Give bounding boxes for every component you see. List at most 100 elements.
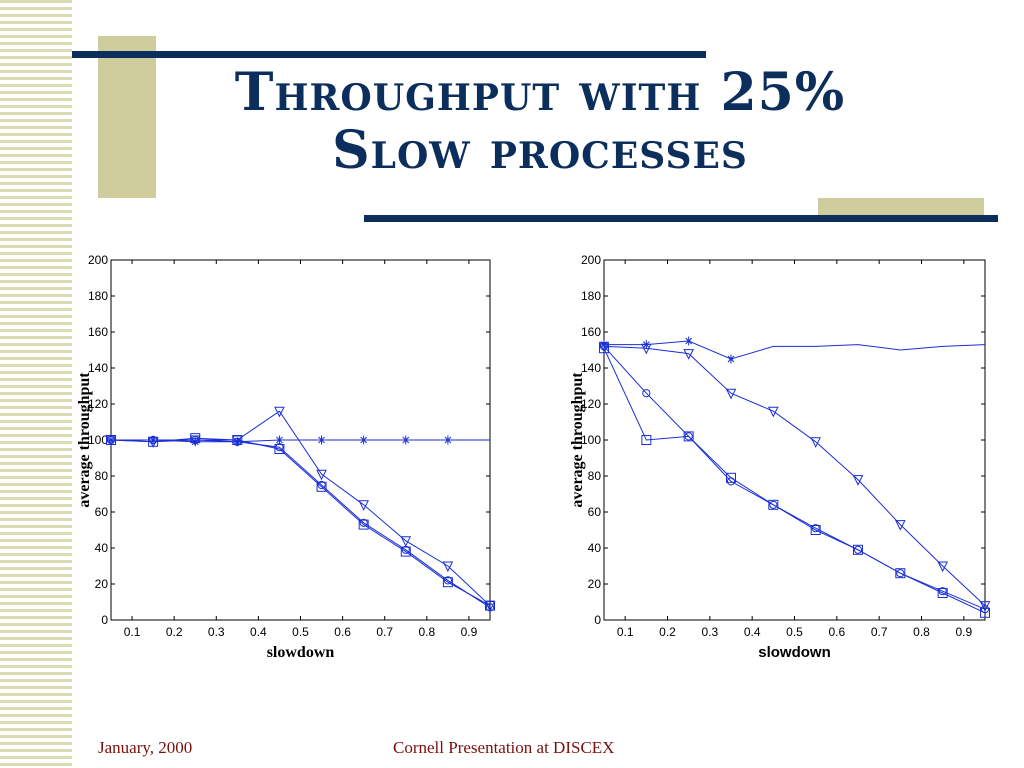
chart0-triangle-point-7 (400, 536, 412, 547)
chart0-series-triangle-line (110, 410, 491, 606)
chart0-star-point-6 (360, 435, 368, 445)
chart1-ytick-label-6: 120 (581, 397, 601, 411)
accent-block-bottom (818, 198, 984, 216)
chart1-ytick-label-4: 80 (588, 469, 602, 483)
chart0-square-point-5 (316, 481, 327, 492)
chart1-circle-point-0 (599, 342, 609, 351)
slide-title-line1: Throughput with 25% (234, 62, 846, 123)
chart1-triangle-point-3 (725, 388, 737, 400)
chart1-xtick-label-2: 0.3 (701, 625, 718, 639)
chart0-square-point-0 (106, 435, 116, 445)
chart1-ytick-label-3: 60 (588, 505, 602, 519)
accent-block-top (98, 36, 156, 198)
chart0-square-point-7 (400, 546, 411, 557)
chart0-circle-point-5 (317, 480, 326, 490)
chart1-xtick-label-5: 0.6 (828, 625, 845, 639)
chart0-triangle-point-5 (316, 469, 327, 481)
chart1-triangle-point-8 (937, 561, 948, 573)
chart1-square-point-8 (937, 588, 948, 598)
chart1-xlabel: slowdown (758, 644, 831, 661)
chart0-star-point-7 (402, 435, 410, 445)
chart0-ytick-label-4: 80 (95, 469, 109, 483)
chart0-series-square (106, 433, 495, 611)
chart0-xtick-label-4: 0.5 (292, 625, 309, 639)
chart0-ytick-label-1: 20 (95, 577, 109, 591)
chart0-xtick-label-3: 0.4 (250, 625, 267, 639)
chart0-circle-point-8 (443, 576, 452, 585)
chart1-series-star-line (604, 340, 986, 360)
chart0-square-point-3 (232, 435, 243, 445)
chart0-ytick-label-10: 200 (88, 253, 108, 267)
chart1-series-triangle-line (603, 345, 986, 606)
chart1-square-point-6 (853, 544, 863, 555)
chart0-ytick-label-2: 40 (95, 541, 109, 555)
chart1-ytick-label-1: 20 (588, 577, 602, 591)
chart1-xtick-label-1: 0.2 (659, 625, 676, 639)
chart0-star-point-8 (444, 435, 452, 445)
chart1-circle-point-1 (642, 389, 651, 398)
chart1-square-point-4 (768, 499, 779, 510)
chart1-ytick-label-5: 100 (581, 433, 601, 447)
chart0-ytick-label-7: 140 (88, 361, 108, 375)
chart0-xlabel: slowdown (267, 644, 335, 661)
chart0-circle-point-3 (233, 437, 242, 446)
chart1-triangle-point-6 (852, 475, 864, 486)
chart0-circle-point-2 (191, 435, 200, 445)
chart0-square-point-9 (485, 600, 495, 611)
chart0-xtick-label-6: 0.7 (376, 625, 393, 639)
chart1-xtick-label-0: 0.1 (617, 625, 634, 639)
chart1-xtick-label-8: 0.9 (955, 625, 972, 639)
chart1-circle-point-7 (896, 569, 905, 578)
chart0-square-point-2 (190, 433, 201, 444)
chart0-square-point-4 (274, 444, 285, 454)
chart0-series-square-line (110, 437, 491, 607)
footer-title: Cornell Presentation at DISCEX (393, 738, 615, 757)
chart1-ytick-label-7: 140 (581, 361, 601, 375)
chart1-ytick-label-8: 160 (581, 325, 601, 339)
chart1-plot-frame (603, 259, 986, 621)
chart0-xtick-label-0: 0.1 (124, 625, 141, 639)
chart1-xtick-label-4: 0.5 (786, 625, 803, 639)
chart0-star-point-5 (318, 435, 325, 445)
chart0-xtick-label-8: 0.9 (461, 625, 478, 639)
chart0-ytick-label-8: 160 (88, 325, 108, 339)
chart1-triangle-point-5 (810, 437, 821, 448)
chart0-triangle-point-4 (274, 406, 285, 418)
chart1-series-square (599, 343, 990, 618)
chart0-star-point-4 (276, 435, 283, 445)
chart1-ytick-label-0: 0 (594, 613, 601, 627)
chart0-square-point-1 (148, 436, 159, 447)
chart1-square-point-3 (726, 472, 736, 483)
chart0-circle-point-6 (359, 518, 368, 527)
chart1-square-point-2 (683, 431, 694, 442)
chart0-square-point-8 (442, 577, 453, 588)
slide-title-line2: Slow processes (332, 120, 748, 181)
chart1-circle-point-6 (853, 545, 863, 554)
chart1-ytick-label-2: 40 (588, 541, 602, 555)
chart0-xtick-label-1: 0.2 (166, 625, 183, 639)
accent-bar-top (72, 51, 706, 58)
chart1-xtick-label-7: 0.8 (913, 625, 930, 639)
chart1-ytick-label-10: 200 (581, 253, 601, 267)
chart1-triangle-point-2 (683, 349, 694, 360)
chart1-circle-point-4 (769, 500, 778, 509)
chart1-series-circle (599, 342, 990, 614)
chart1-xtick-label-3: 0.4 (744, 625, 761, 639)
footer-date: January, 2000 (98, 738, 193, 757)
chart1-square-point-0 (599, 343, 609, 354)
chart0-xtick-label-7: 0.8 (418, 625, 435, 639)
chart0-xtick-label-2: 0.3 (208, 625, 225, 639)
chart1-square-point-9 (980, 607, 990, 618)
chart1-series-triangle (598, 341, 991, 612)
chart0-ytick-label-6: 120 (88, 397, 108, 411)
chart0-circle-point-1 (149, 435, 158, 445)
chart1-star-point-3 (727, 354, 735, 364)
left-stripe-decoration (0, 0, 72, 768)
chart0-ytick-label-3: 60 (95, 505, 109, 519)
chart0-square-point-6 (358, 519, 369, 530)
chart0-ytick-label-9: 180 (88, 289, 108, 303)
chart1-square-point-5 (810, 525, 821, 535)
chart1-ytick-label-9: 180 (581, 289, 601, 303)
chart1-xtick-label-6: 0.7 (871, 625, 888, 639)
